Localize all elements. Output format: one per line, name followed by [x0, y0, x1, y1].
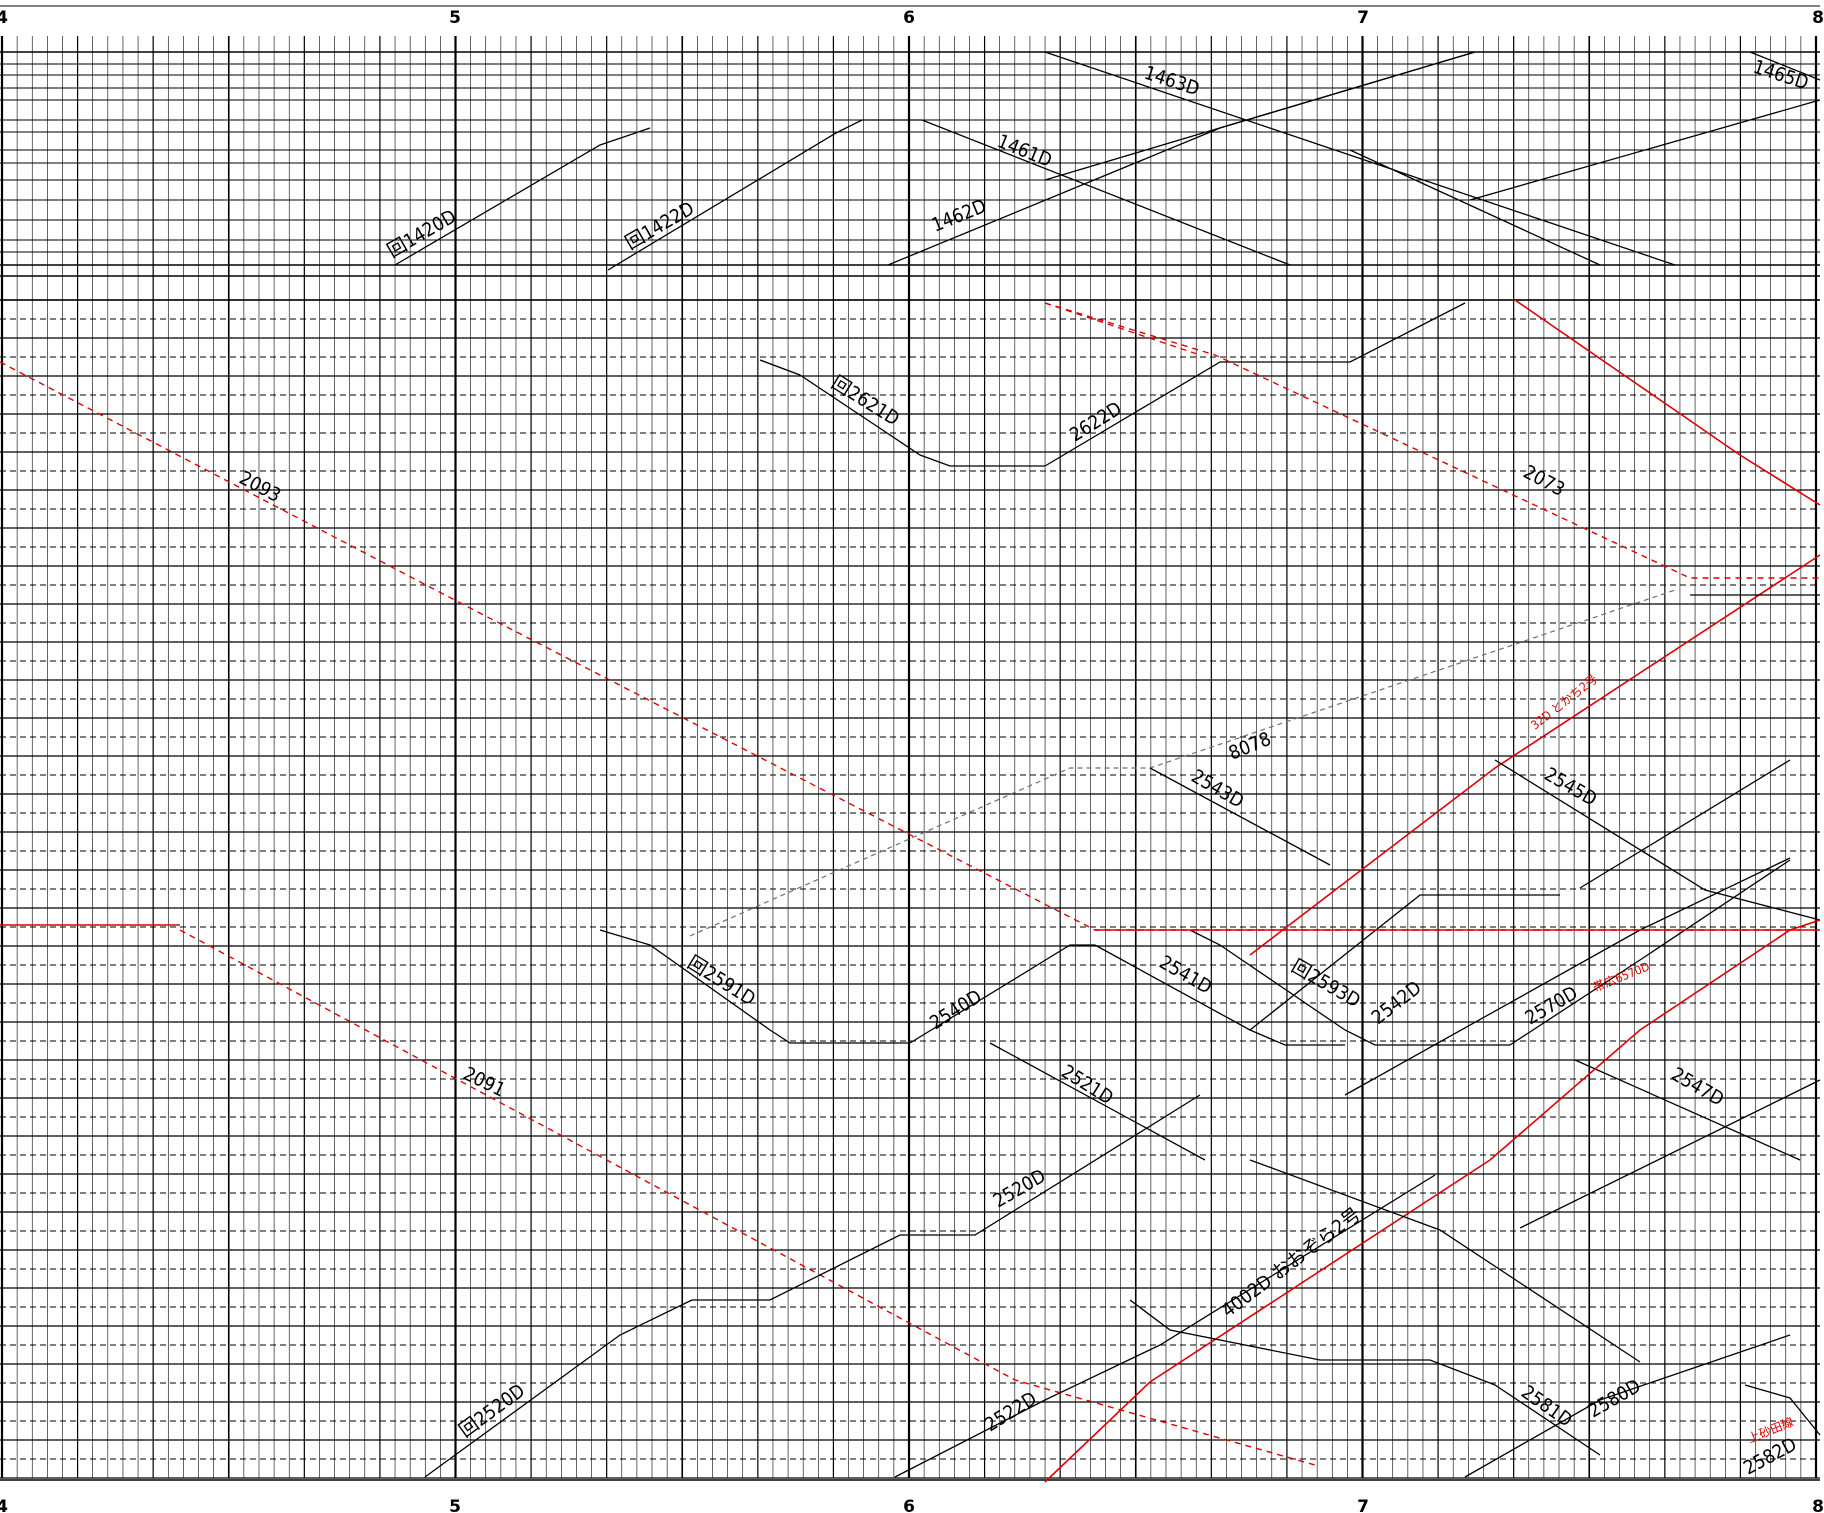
train-label: 2622D [1066, 398, 1126, 447]
train-label: 1461D [994, 130, 1055, 172]
hour-label-bottom-4: 4 [0, 1497, 8, 1513]
train-label: 2091 [460, 1063, 509, 1102]
train-path [1044, 51, 1476, 181]
train-line-1463d[interactable]: 1463D [1044, 51, 1676, 266]
train-path [692, 1094, 1201, 1301]
train-path [759, 359, 1045, 467]
time-grid [0, 5, 1820, 1481]
train-path [1574, 1059, 1801, 1161]
train-path [1094, 944, 1345, 1046]
hour-axis-bottom: 4 5 6 7 8 [0, 1497, 1824, 1513]
train-label: 2540D [926, 986, 986, 1035]
hour-label-bottom-7: 7 [1357, 1497, 1369, 1513]
train-label: 1462D [929, 195, 990, 237]
train-path [1349, 149, 1601, 266]
train-path [1494, 759, 1821, 921]
train-line-2073[interactable]: 2073 [1044, 302, 1820, 579]
hour-label-bottom-6: 6 [903, 1497, 915, 1513]
train-line-kai1422d[interactable]: 回1422D [607, 119, 922, 271]
train-path [1044, 302, 1466, 467]
train-path [599, 929, 910, 1044]
train-line-kai1420d[interactable]: 回1420D [384, 127, 651, 266]
train-label: 2547D [1668, 1063, 1728, 1110]
train-path [1519, 1079, 1821, 1229]
train-path [689, 589, 1676, 937]
train-label: 2520D [990, 1165, 1050, 1212]
hour-label-top-6: 6 [903, 8, 915, 28]
train-path [894, 1174, 1436, 1478]
train-line-1461d[interactable]: 1461D [921, 119, 1291, 266]
train-path [989, 1042, 1206, 1161]
train-path [1509, 859, 1791, 1046]
train-line-2581d[interactable]: 2581D [1129, 1299, 1601, 1456]
train-path [0, 361, 1800, 931]
train-label: 1465D [1750, 56, 1811, 94]
train-line-2093[interactable]: 2093 [0, 361, 1800, 931]
train-path [179, 929, 1316, 1466]
train-line-4002d[interactable]: 4002D おおぞら2号 [1044, 919, 1821, 1483]
train-line-2540d[interactable]: 2540D [909, 944, 1095, 1044]
train-path [1129, 1299, 1601, 1456]
train-label: 2545D [1541, 763, 1601, 810]
train-line-kai2593d[interactable]: 回2593D [1189, 929, 1510, 1046]
train-label: 2093 [236, 467, 285, 507]
train-path [1189, 929, 1510, 1046]
train-label: 回1422D [622, 197, 699, 254]
train-label: 2522D [981, 1388, 1041, 1437]
train-path [909, 944, 1095, 1044]
hour-label-bottom-5: 5 [449, 1497, 461, 1513]
hour-label-top-4: 4 [0, 8, 8, 28]
train-path [1149, 767, 1331, 866]
train-path [1249, 894, 1560, 1031]
train-path [1749, 51, 1821, 81]
train-path [394, 127, 651, 266]
train-label: 2541D [1156, 951, 1216, 998]
train-path [1249, 554, 1821, 956]
train-path [921, 119, 1291, 266]
hour-label-top-8: 8 [1812, 8, 1824, 28]
train-path [1044, 51, 1676, 266]
train-path [424, 1299, 693, 1478]
train-label: 回2591D [683, 952, 759, 1011]
train-label: 2580D [1585, 1375, 1645, 1422]
train-path [1744, 1384, 1821, 1436]
train-path [1044, 919, 1821, 1483]
train-path [1044, 302, 1201, 356]
train-label: 4002D おおぞら2号 [1218, 1203, 1365, 1322]
hour-label-top-7: 7 [1357, 8, 1369, 28]
train-path [1579, 759, 1791, 889]
hour-axis-top: 4 5 6 7 8 [0, 8, 1824, 28]
hour-label-top-5: 5 [449, 8, 461, 28]
train-line-2543d[interactable]: 2543D [1149, 765, 1331, 866]
train-path [1469, 99, 1821, 201]
train-line-2622d[interactable]: 2622D [1044, 302, 1466, 467]
train-path [1514, 299, 1821, 506]
top-panel-extra-lines [1044, 51, 1821, 266]
train-path [1044, 302, 1820, 579]
train-path [1464, 1334, 1791, 1478]
hour-label-bottom-8: 8 [1812, 1497, 1824, 1513]
train-path [1249, 1159, 1641, 1363]
train-label: 8078 [1226, 728, 1275, 765]
train-label: 回2520D [455, 1380, 529, 1442]
train-path [607, 119, 922, 271]
bottom-panel-extra-lines [0, 299, 1821, 1363]
